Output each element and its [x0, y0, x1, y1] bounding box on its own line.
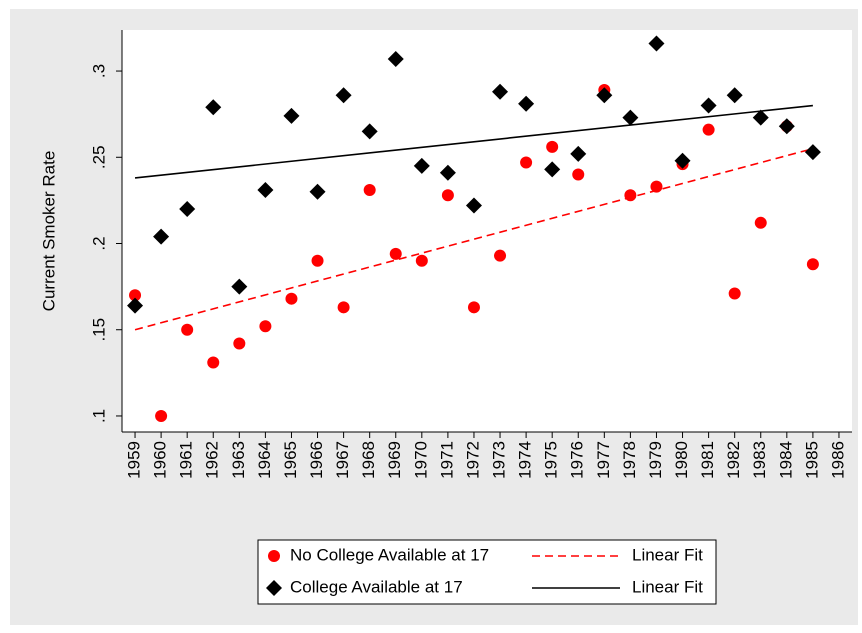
point: [311, 254, 324, 267]
point: [806, 258, 819, 271]
x-tick-label: 1979: [646, 441, 665, 479]
legend-label: Linear Fit: [632, 545, 703, 564]
point: [257, 182, 274, 199]
x-tick-label: 1965: [281, 441, 300, 479]
y-axis-label: Current Smoker Rate: [39, 151, 58, 312]
x-tick-label: 1978: [620, 441, 639, 479]
point: [231, 278, 248, 295]
y-tick-label: .15: [89, 318, 108, 342]
point: [700, 97, 717, 114]
x-tick-label: 1968: [359, 441, 378, 479]
x-tick-label: 1962: [203, 441, 222, 479]
x-tick-label: 1986: [828, 441, 847, 479]
point: [520, 156, 533, 169]
point: [624, 189, 637, 202]
point: [752, 109, 769, 126]
point: [389, 247, 402, 260]
point: [650, 180, 663, 193]
x-tick-label: 1977: [594, 441, 613, 479]
x-tick-label: 1976: [568, 441, 587, 479]
point: [415, 254, 428, 267]
legend-marker: [266, 580, 282, 596]
point: [674, 152, 691, 169]
point: [207, 356, 220, 369]
x-tick-label: 1966: [307, 441, 326, 479]
point: [441, 189, 454, 202]
point: [804, 144, 821, 161]
point: [465, 197, 482, 214]
fit-line: [134, 104, 813, 179]
point: [754, 216, 767, 229]
point: [361, 123, 378, 140]
x-tick-label: 1971: [437, 441, 456, 479]
point: [155, 409, 168, 422]
x-tick-label: 1959: [125, 441, 144, 479]
point: [702, 123, 715, 136]
x-tick-label: 1974: [516, 441, 535, 479]
legend-label: College Available at 17: [290, 577, 463, 596]
point: [778, 118, 795, 135]
y-tick-label: .1: [89, 409, 108, 423]
point: [127, 297, 144, 314]
point: [596, 87, 613, 104]
x-tick-label: 1980: [672, 441, 691, 479]
point: [572, 168, 585, 181]
x-tick-label: 1963: [229, 441, 248, 479]
legend-label: No College Available at 17: [290, 545, 489, 564]
point: [439, 164, 456, 181]
point: [467, 301, 480, 314]
point: [205, 99, 222, 116]
point: [153, 228, 170, 245]
x-tick-label: 1972: [463, 441, 482, 479]
x-tick-label: 1981: [698, 441, 717, 479]
point: [518, 95, 535, 112]
point: [570, 145, 587, 162]
point: [233, 337, 246, 350]
point: [413, 157, 430, 174]
point: [129, 289, 142, 302]
plot-area: [122, 30, 852, 432]
point: [494, 249, 507, 262]
x-tick-label: 1964: [255, 441, 274, 479]
point: [492, 83, 509, 100]
x-tick-label: 1985: [802, 441, 821, 479]
legend: [257, 539, 717, 605]
y-tick-label: .3: [89, 64, 108, 78]
legend-label: Linear Fit: [632, 577, 703, 596]
point: [335, 87, 352, 104]
point: [622, 109, 639, 126]
x-tick-label: 1973: [490, 441, 509, 479]
x-tick-label: 1967: [333, 441, 352, 479]
point: [546, 140, 559, 153]
point: [181, 323, 194, 336]
point: [337, 301, 350, 314]
point: [179, 201, 196, 218]
x-tick-label: 1983: [750, 441, 769, 479]
point: [544, 161, 561, 178]
point: [387, 50, 404, 67]
x-tick-label: 1969: [385, 441, 404, 479]
point: [726, 87, 743, 104]
x-tick-label: 1961: [177, 441, 196, 479]
point: [648, 35, 665, 52]
point: [363, 184, 376, 197]
y-tick-label: .25: [89, 145, 108, 169]
point: [283, 107, 300, 124]
x-tick-label: 1970: [411, 441, 430, 479]
x-tick-label: 1975: [542, 441, 561, 479]
point: [309, 183, 326, 200]
x-tick-label: 1982: [724, 441, 743, 479]
x-tick-label: 1984: [776, 441, 795, 479]
point: [285, 292, 298, 305]
point: [728, 287, 741, 300]
point: [259, 320, 272, 333]
legend-marker: [268, 550, 280, 562]
x-tick-label: 1960: [151, 441, 170, 479]
y-tick-label: .2: [89, 236, 108, 250]
